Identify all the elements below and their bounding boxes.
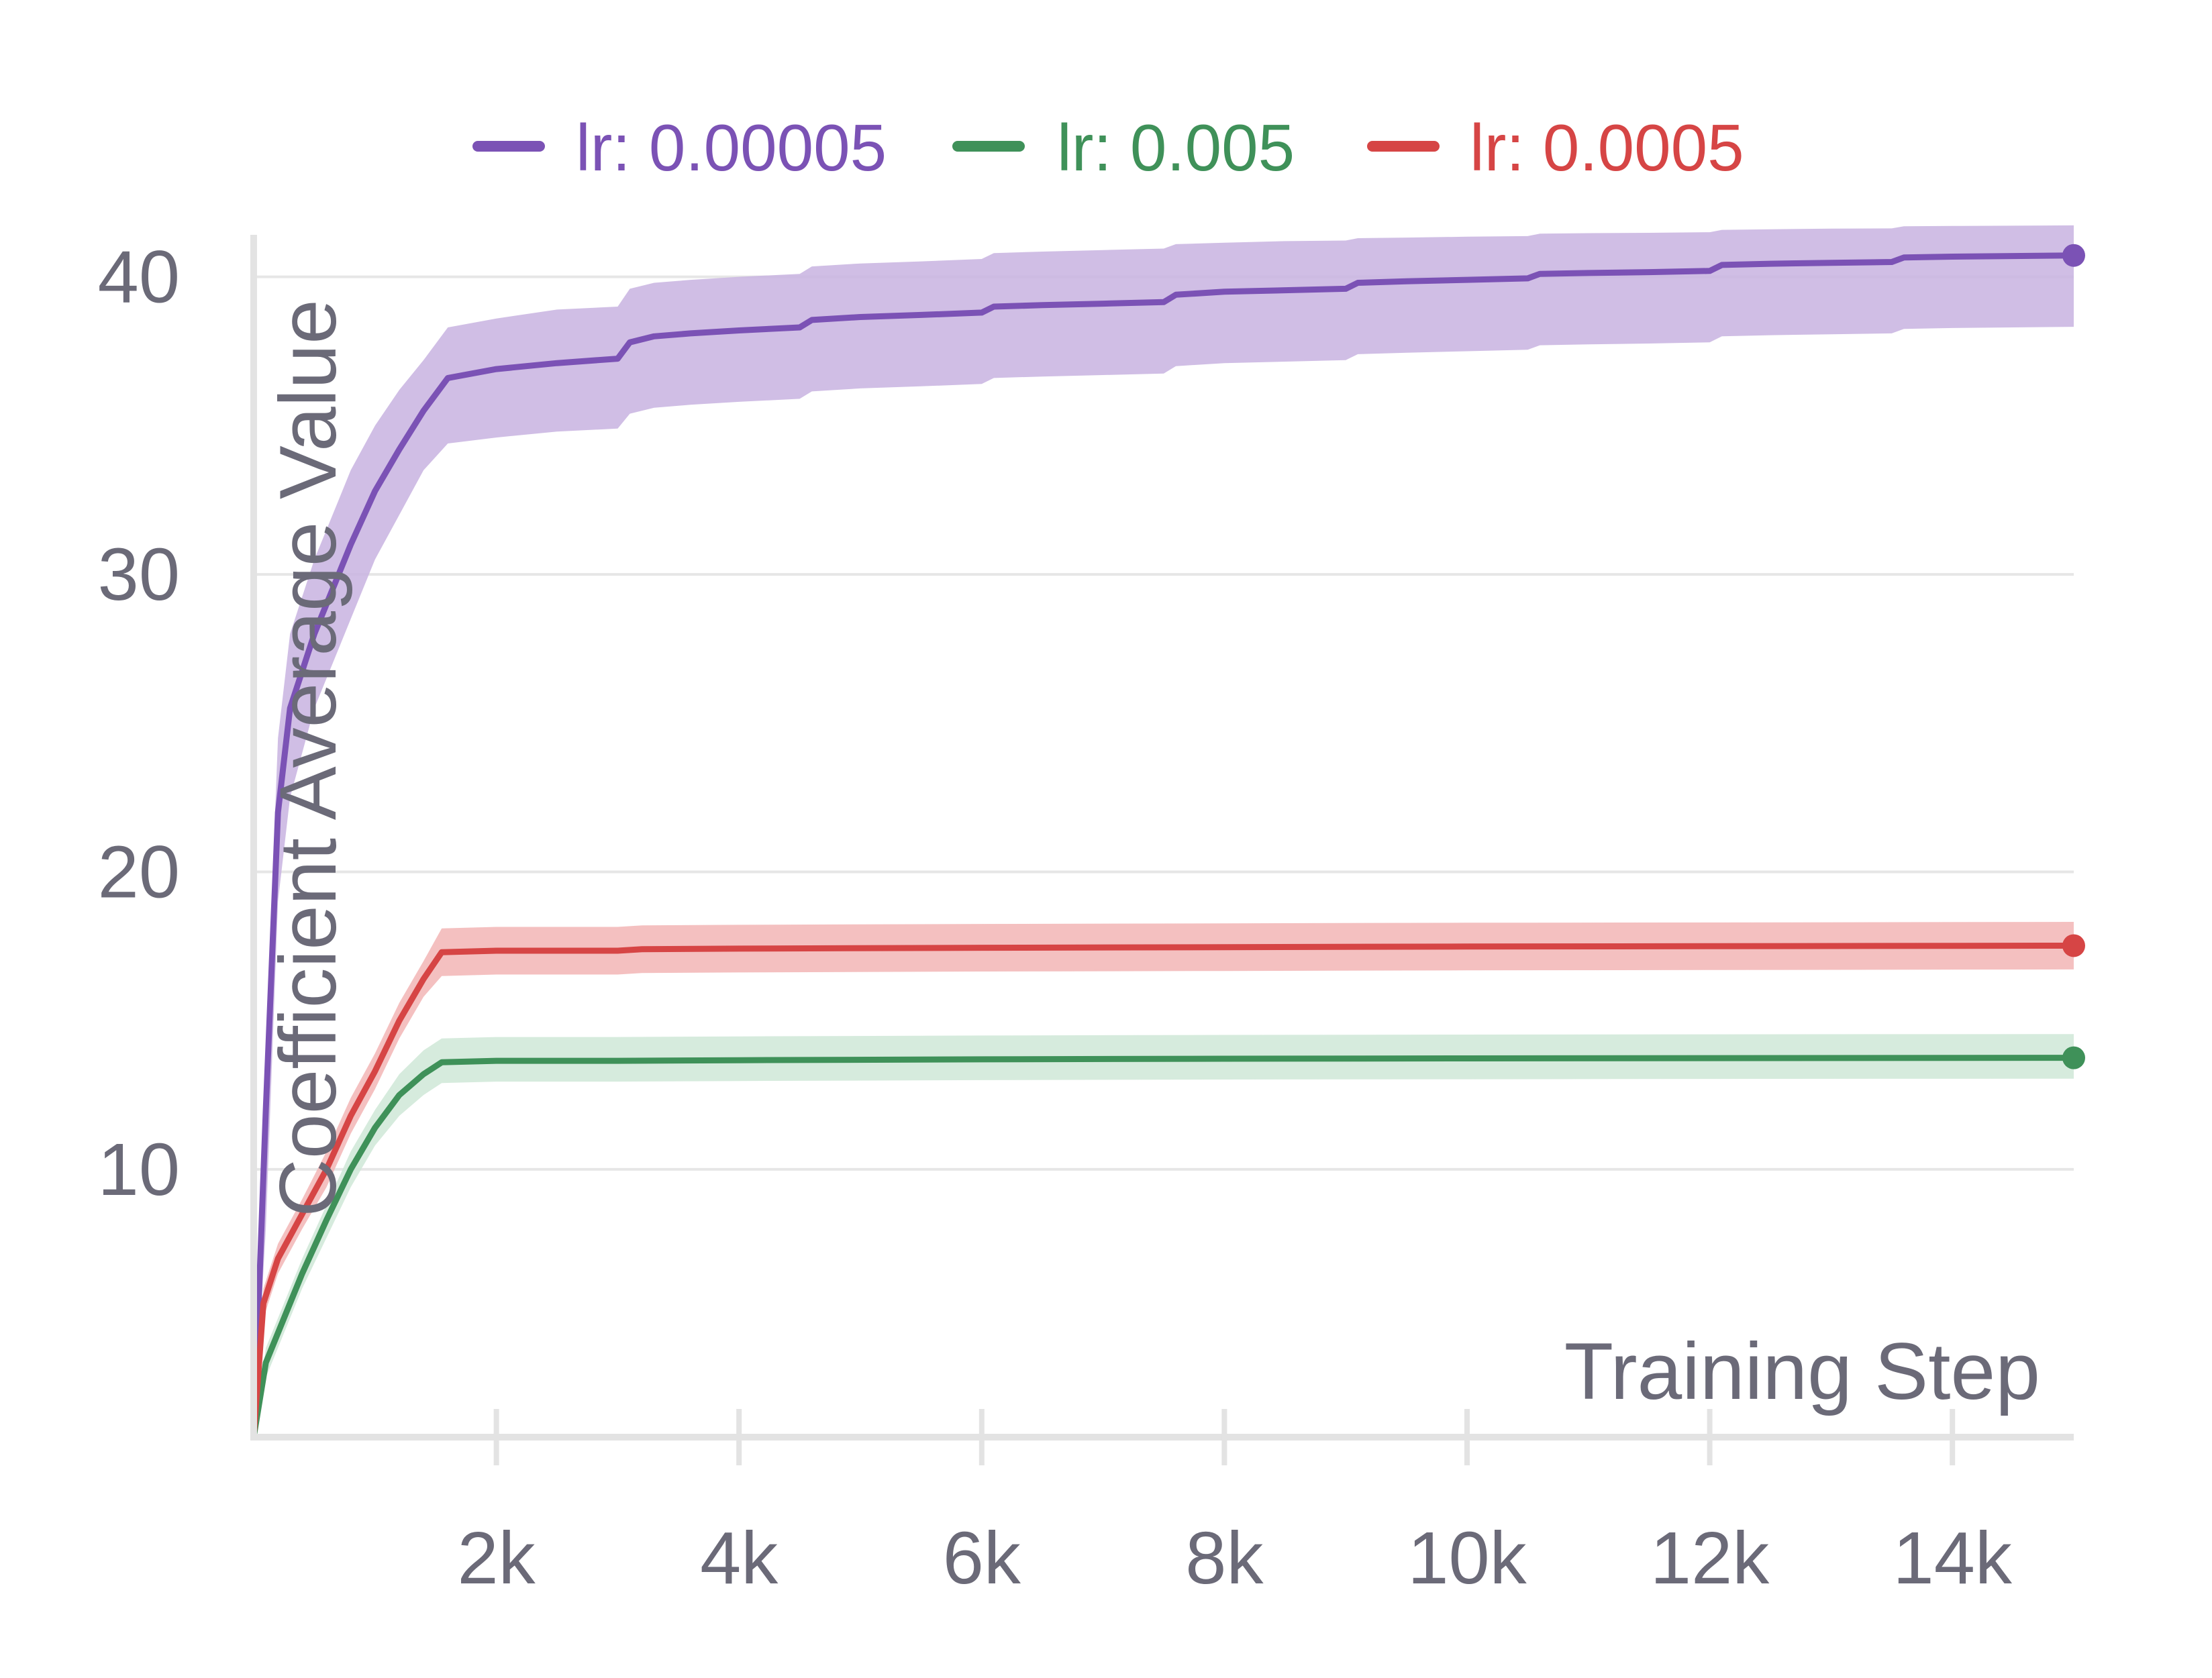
y-axis-title: Coefficient Average Value [263, 299, 353, 1217]
axes [250, 235, 2074, 1465]
y-tick-label: 40 [98, 236, 180, 319]
tick-labels: 10 20 30 40 2k 4k 6k 8k 10k 12k 14k [98, 236, 2013, 1600]
x-tick-label: 8k [1185, 1517, 1264, 1600]
series-line [250, 1055, 2077, 1440]
series-band [254, 922, 2074, 1437]
legend-label: lr: 0.005 [1057, 111, 1295, 185]
series-endpoint [2062, 934, 2085, 957]
x-tick-label: 14k [1893, 1517, 2013, 1600]
series-line [250, 252, 2077, 1440]
y-tick-label: 20 [98, 831, 180, 913]
legend: lr: 0.00005 lr: 0.005 lr: 0.0005 [472, 111, 1744, 185]
x-tick-label: 12k [1650, 1517, 1770, 1600]
series-line [250, 943, 2077, 1440]
legend-label: lr: 0.0005 [1470, 111, 1744, 185]
series-endpoint [2062, 1046, 2085, 1069]
series-band [254, 1034, 2074, 1437]
y-tick-label: 30 [98, 533, 180, 616]
confidence-bands [254, 225, 2074, 1437]
series-lines [250, 244, 2085, 1440]
y-tick-label: 10 [98, 1129, 180, 1211]
x-axis-title: Training Step [1564, 1326, 2040, 1416]
series-endpoint [2062, 244, 2085, 267]
x-tick-label: 2k [458, 1517, 536, 1600]
series-band [254, 225, 2074, 1437]
x-tick-label: 10k [1407, 1517, 1527, 1600]
x-tick-label: 4k [700, 1517, 778, 1600]
x-tick-label: 6k [943, 1517, 1021, 1600]
legend-label: lr: 0.00005 [576, 111, 887, 185]
